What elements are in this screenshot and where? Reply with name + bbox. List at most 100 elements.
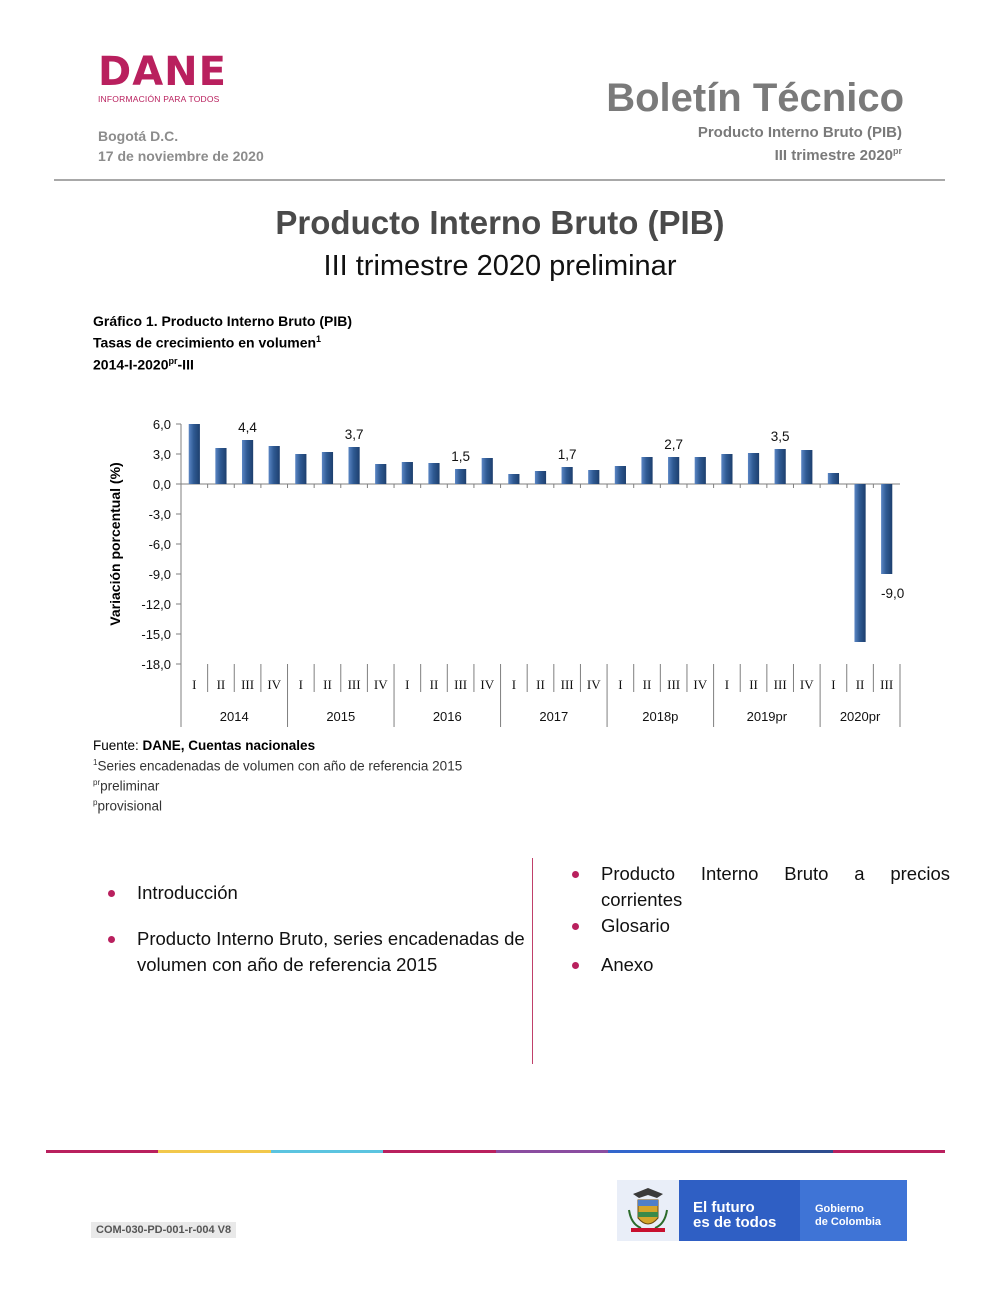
bulletin-title: Boletín Técnico (606, 76, 904, 120)
bar-5 (321, 452, 334, 484)
y-tick-label: -18,0 (141, 657, 171, 672)
category-label: I (192, 677, 196, 692)
graphic-period-b: -III (177, 356, 194, 373)
bar-17 (641, 457, 653, 484)
footer-line-segment (832, 1150, 945, 1153)
bar-26 (881, 484, 893, 574)
gobierno-de-colombia-logo: El futuro es de todos Gobierno de Colomb… (617, 1180, 907, 1241)
toc-item-pib-precios[interactable]: Producto Interno Bruto a precios corrien… (572, 861, 950, 913)
footer-line-segment (270, 1150, 384, 1153)
bar-11 (481, 458, 493, 484)
footnote-3-text: provisional (97, 798, 162, 814)
category-label: III (454, 677, 467, 692)
year-label: 2020pr (840, 709, 881, 724)
bar-14 (561, 467, 573, 484)
category-label: IV (374, 677, 388, 692)
bar-0 (188, 424, 200, 484)
bar-23 (801, 450, 813, 484)
category-label: IV (480, 677, 494, 692)
bar-19 (694, 457, 706, 484)
year-label: 2017 (539, 709, 568, 724)
footnote-1-text: Series encadenadas de volumen con año de… (97, 758, 463, 774)
coat-of-arms-icon (628, 1188, 668, 1232)
toc-item-label: Producto Interno Bruto a precios corrien… (601, 863, 950, 910)
footnote-2-sup: pr (93, 778, 101, 787)
header-divider (54, 179, 945, 181)
source-value: DANE, Cuentas nacionales (142, 738, 316, 753)
footnote-2: prpreliminar (93, 778, 159, 794)
logo-word: DANE (98, 49, 227, 95)
bar-15 (588, 470, 600, 484)
gov-name-line-1: Gobierno (815, 1203, 864, 1215)
gov-name-line-2: de Colombia (815, 1216, 882, 1228)
y-tick-label: -12,0 (141, 597, 171, 612)
toc-item-anexo[interactable]: Anexo (572, 952, 950, 978)
data-label: 4,4 (238, 420, 257, 435)
category-label: III (561, 677, 574, 692)
city: Bogotá D.C. (98, 128, 179, 144)
bar-18 (668, 457, 680, 484)
footer-line-segment (383, 1150, 496, 1153)
y-tick-label: -9,0 (149, 567, 171, 582)
category-label: I (512, 677, 516, 692)
category-label: IV (800, 677, 814, 692)
category-label: III (241, 677, 254, 692)
toc-item-glosario[interactable]: Glosario (572, 913, 950, 939)
bar-12 (508, 474, 520, 484)
category-label: III (348, 677, 361, 692)
gov-name-bg (800, 1180, 907, 1241)
data-label: 1,7 (558, 447, 577, 462)
category-label: IV (693, 677, 707, 692)
footer-color-line (46, 1150, 945, 1153)
footer-line-segment (720, 1150, 833, 1153)
bulletin-period-sup: pr (893, 146, 902, 156)
footer-line-segment (158, 1150, 271, 1153)
graphic-period-sup: pr (168, 356, 178, 366)
category-label: II (643, 677, 652, 692)
footnote-1-sup: 1 (93, 758, 98, 767)
category-label: I (405, 677, 409, 692)
dane-logo: DANE INFORMACIÓN PARA TODOS (98, 52, 238, 112)
gdp-bar-chart: 6,0 3,0 0,0 -3,0 -6,0 -9,0 -12,0 -15,0 -18,0 Vari… (107, 417, 904, 727)
toc-item-pib-series[interactable]: Producto Interno Bruto, series encadenad… (108, 926, 528, 978)
bar-6 (348, 447, 360, 484)
bar-24 (827, 473, 840, 484)
y-tick-label: -3,0 (149, 507, 171, 522)
bar-21 (747, 453, 760, 484)
y-axis-label: Variación porcentual (%) (107, 462, 123, 625)
category-label: I (618, 677, 622, 692)
y-tick-label: 3,0 (153, 447, 171, 462)
category-label: I (725, 677, 729, 692)
graphic-period: 2014-I-2020pr-III (93, 356, 194, 373)
y-tick-label: 0,0 (153, 477, 171, 492)
main-subtitle: III trimestre 2020 preliminar (323, 250, 677, 282)
bar-9 (428, 463, 440, 484)
category-label: IV (587, 677, 601, 692)
category-label: II (856, 677, 865, 692)
footnote-3: pprovisional (93, 798, 162, 814)
year-label: 2014 (220, 709, 249, 724)
bullet-icon (572, 962, 579, 969)
bar-20 (721, 454, 733, 484)
bar-16 (614, 466, 626, 484)
bar-25 (854, 484, 866, 642)
footnote-2-text: preliminar (100, 778, 160, 794)
graphic-period-a: 2014-I-2020 (93, 356, 169, 373)
bullet-icon (572, 923, 579, 930)
data-label: 3,7 (345, 427, 364, 442)
footer-line-segment (495, 1150, 608, 1153)
bar-3 (268, 446, 280, 484)
y-tick-label: -6,0 (149, 537, 171, 552)
toc-item-introduccion[interactable]: Introducción (108, 880, 518, 906)
toc-item-label: Producto Interno Bruto, series encadenad… (137, 928, 525, 975)
category-label: III (880, 677, 893, 692)
footnote-1: 1Series encadenadas de volumen con año d… (93, 758, 462, 774)
year-label: 2019pr (747, 709, 788, 724)
graphic-title: Gráfico 1. Producto Interno Bruto (PIB) (93, 313, 353, 329)
bullet-icon (572, 871, 579, 878)
year-label: 2015 (326, 709, 355, 724)
category-label: I (299, 677, 303, 692)
bar-22 (774, 449, 786, 484)
data-label: 2,7 (664, 437, 683, 452)
category-label: II (749, 677, 758, 692)
